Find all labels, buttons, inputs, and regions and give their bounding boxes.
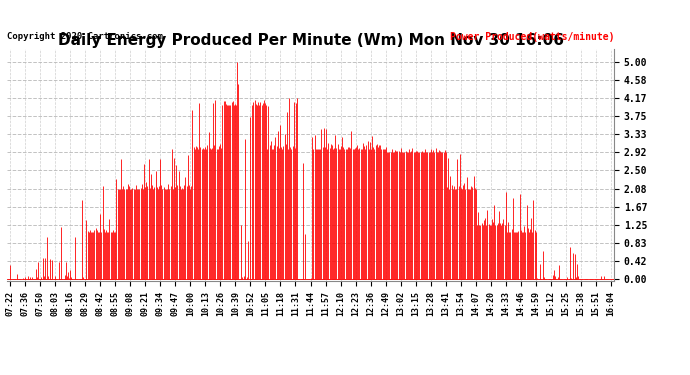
Text: Power Produced(watts/minute): Power Produced(watts/minute) <box>450 32 614 42</box>
Text: Copyright 2020 Cartronics.com: Copyright 2020 Cartronics.com <box>7 32 163 41</box>
Title: Daily Energy Produced Per Minute (Wm) Mon Nov 30 16:06: Daily Energy Produced Per Minute (Wm) Mo… <box>57 33 564 48</box>
